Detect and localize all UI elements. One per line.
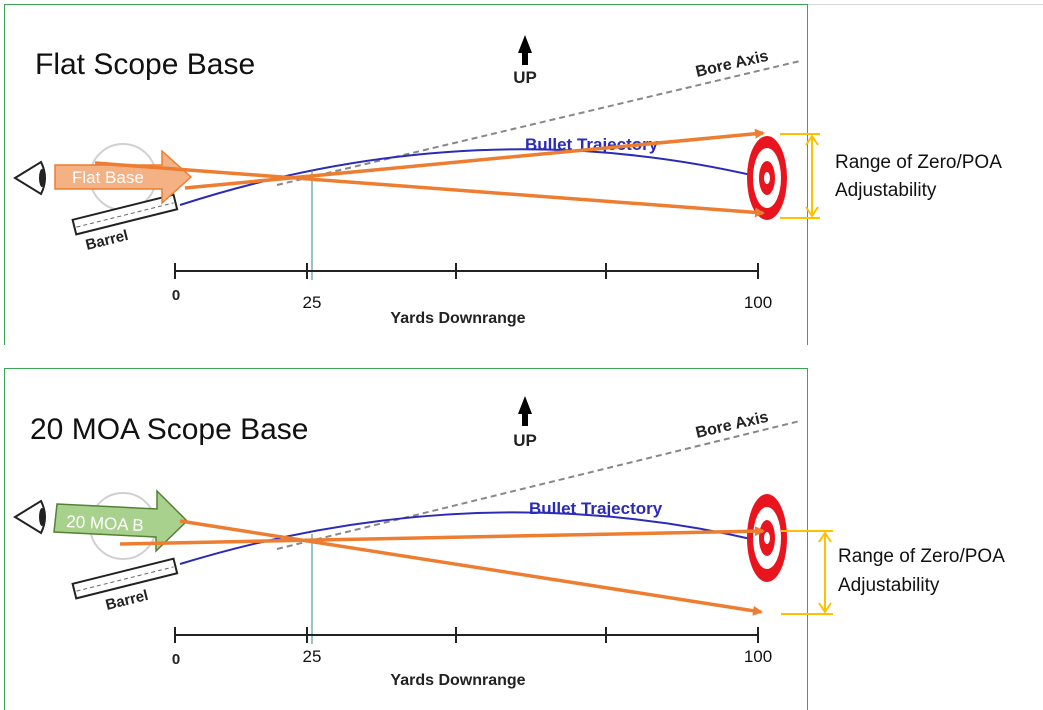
target-icon <box>747 136 787 220</box>
axis-label: Yards Downrange <box>390 672 525 689</box>
up-label: UP <box>513 68 537 87</box>
tick-label-100: 100 <box>744 647 772 666</box>
axis-label: Yards Downrange <box>390 310 525 327</box>
bore-axis-label: Bore Axis <box>694 409 770 442</box>
moa-base-diagram: 20 MOA Scope Base UP Bore Axis Bullet Tr… <box>13 396 1005 689</box>
lower-sight-line <box>179 519 763 616</box>
barrel-icon <box>71 193 179 236</box>
lower-sight-line <box>94 161 765 218</box>
note-line-1: Range of Zero/POA <box>835 152 1002 173</box>
scope-base-label: 20 MOA B <box>66 512 144 535</box>
upper-sight-line <box>184 128 765 190</box>
panel-title: Flat Scope Base <box>35 48 255 81</box>
page-top-rule <box>806 4 1043 5</box>
scope-base-label: Flat Base <box>72 168 144 187</box>
flat-base-panel: Flat Scope Base UP Bore Axis Bullet Traj… <box>4 4 1002 345</box>
note-line-1: Range of Zero/POA <box>838 546 1005 567</box>
eye-icon <box>13 160 46 196</box>
barrel-label: Barrel <box>104 587 150 614</box>
adjustability-bracket <box>781 530 833 615</box>
distance-axis <box>174 263 759 279</box>
up-arrow-icon <box>518 396 532 426</box>
tick-label-25: 25 <box>303 647 322 666</box>
scope-base-arrow <box>53 489 189 553</box>
adjustability-bracket <box>780 133 820 219</box>
trajectory-label: Bullet Trajectory <box>529 499 663 518</box>
barrel-icon <box>71 557 179 600</box>
bore-axis-line <box>276 60 801 186</box>
tick-label-25: 25 <box>303 293 322 312</box>
trajectory-label: Bullet Trajectory <box>525 135 659 154</box>
upper-sight-line <box>119 526 765 546</box>
distance-axis <box>174 627 759 643</box>
up-label: UP <box>513 431 537 450</box>
bore-axis-label: Bore Axis <box>694 48 770 81</box>
tick-label-100: 100 <box>744 293 772 312</box>
scope-base-arrow <box>54 149 193 205</box>
tick-label-0: 0 <box>172 287 180 304</box>
target-icon <box>747 494 787 582</box>
note-line-2: Adjustability <box>838 575 940 596</box>
up-arrow-icon <box>518 35 532 65</box>
moa-base-panel: 20 MOA Scope Base UP Bore Axis Bullet Tr… <box>4 368 1005 710</box>
panel-title: 20 MOA Scope Base <box>30 413 309 446</box>
bore-axis-line <box>276 420 801 550</box>
flat-base-diagram: Flat Scope Base UP Bore Axis Bullet Traj… <box>13 35 1002 327</box>
note-line-2: Adjustability <box>835 180 937 201</box>
tick-label-0: 0 <box>172 651 180 668</box>
eye-icon <box>13 499 46 535</box>
